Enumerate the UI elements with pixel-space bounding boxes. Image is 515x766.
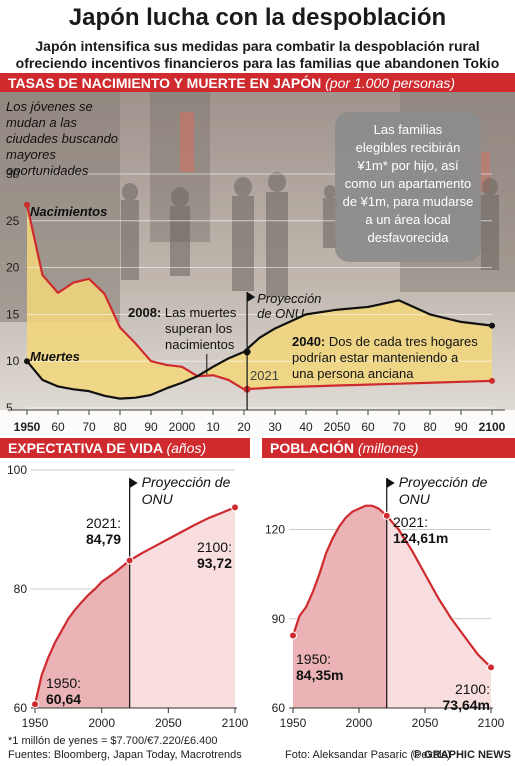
section-unit-life-expectancy: (años) bbox=[166, 440, 207, 456]
projection-area bbox=[129, 507, 235, 708]
x-tick-label: 90 bbox=[454, 420, 468, 434]
x-tick-label: 60 bbox=[361, 420, 375, 434]
life-expectancy-chart: 60 80 100 1950 2000 2050 2100 Proyección de ONU 1… bbox=[7, 463, 249, 730]
historical-area bbox=[35, 560, 130, 708]
x-tick-label: 40 bbox=[299, 420, 313, 434]
photo-credit: Foto: Aleksandar Pasaric (Pexels) bbox=[285, 749, 451, 761]
x-tick-label: 80 bbox=[113, 420, 127, 434]
end-value-label: 2100: 93,72 bbox=[197, 539, 232, 571]
projection-marker-flag bbox=[129, 478, 138, 488]
section-unit-birth-death: (por 1.000 personas) bbox=[325, 75, 456, 91]
y-tick-label: 15 bbox=[6, 307, 20, 321]
section-unit-population: (millones) bbox=[357, 440, 419, 456]
y-tick-label: 20 bbox=[6, 261, 20, 275]
deaths-start-point bbox=[24, 358, 30, 365]
sources: Fuentes: Bloomberg, Japan Today, Macrotr… bbox=[8, 749, 242, 761]
end-value-label: 2100: 73,64m bbox=[443, 681, 490, 713]
y-tick-label: 100 bbox=[7, 463, 27, 477]
section-title-population: POBLACIÓN bbox=[270, 440, 354, 456]
x-tick-label: 2100 bbox=[222, 716, 249, 730]
x-tick-label: 2050 bbox=[324, 420, 351, 434]
x-tick-label: 2100 bbox=[478, 716, 505, 730]
subtitle-line-1: Japón intensifica sus medidas para comba… bbox=[35, 38, 480, 54]
x-tick-label: 2000 bbox=[88, 716, 115, 730]
annotation-2008: 2008: Las muertes superan los nacimientos bbox=[128, 305, 237, 352]
projection-area bbox=[386, 515, 491, 708]
year-2021-label: 2021 bbox=[250, 368, 279, 383]
section-bar-life-expectancy: EXPECTATIVA DE VIDA (años) bbox=[0, 438, 250, 458]
footnote: *1 millón de yenes = $7.700/€7.220/£6.40… bbox=[8, 735, 218, 747]
projection-marker-flag bbox=[386, 478, 395, 488]
section-bar-birth-death: TASAS DE NACIMIENTO Y MUERTE EN JAPÓN (p… bbox=[0, 73, 515, 93]
x-tick-label: 80 bbox=[423, 420, 437, 434]
y-tick-label: 5 bbox=[6, 401, 13, 415]
x-axis-band bbox=[0, 410, 515, 438]
death-surplus-area bbox=[27, 204, 492, 399]
population-chart: 60 90 120 1950 2000 2050 2100 Proyección de ONU 1… bbox=[265, 474, 505, 730]
page-subtitle: Japón intensifica sus medidas para comba… bbox=[0, 38, 515, 72]
births-series-label: Nacimientos bbox=[30, 204, 107, 219]
start-value-label: 1950: 60,64 bbox=[46, 675, 81, 707]
x-tick-label: 1950 bbox=[280, 716, 307, 730]
x-tick-label: 70 bbox=[392, 420, 406, 434]
x-tick-label: 2000 bbox=[169, 420, 196, 434]
projection-label: Proyección de ONU bbox=[399, 474, 488, 507]
y-tick-label: 10 bbox=[6, 354, 20, 368]
families-box bbox=[335, 112, 481, 262]
y-tick-label: 60 bbox=[272, 701, 286, 715]
projection-value-label: 2021: 124,61m bbox=[393, 514, 448, 546]
families-box-text: Las familias elegibles recibirán ¥1m* por … bbox=[343, 122, 474, 245]
x-tick-label: 70 bbox=[82, 420, 96, 434]
y-tick-label: 90 bbox=[272, 612, 286, 626]
birth-death-chart: 5 10 15 20 25 30 1950 60 70 80 90 2000 10 20 30 40 2050 6… bbox=[0, 92, 515, 438]
y-tick-label: 120 bbox=[265, 523, 285, 537]
x-tick-label: 20 bbox=[237, 420, 251, 434]
births-projection-line bbox=[243, 379, 493, 391]
annotation-young-people: Los jóvenes se mudan a las ciudades buscan… bbox=[6, 99, 118, 178]
start-point bbox=[31, 700, 39, 709]
deaths-projection-line bbox=[243, 299, 493, 353]
historical-area bbox=[293, 505, 387, 708]
y-tick-label: 30 bbox=[6, 167, 20, 181]
births-line bbox=[25, 204, 245, 391]
x-tick-label: 10 bbox=[206, 420, 220, 434]
deaths-end-point bbox=[489, 322, 495, 329]
y-tick-label: 25 bbox=[6, 214, 20, 228]
projection-value-label: 2021: 84,79 bbox=[86, 515, 121, 547]
x-tick-label: 2100 bbox=[479, 420, 506, 434]
x-tick-label: 30 bbox=[268, 420, 282, 434]
series-line bbox=[291, 504, 492, 669]
births-start-point bbox=[24, 201, 30, 208]
section-bar-population: POBLACIÓN (millones) bbox=[262, 438, 515, 458]
projection-label: Proyección de ONU bbox=[257, 291, 321, 321]
projection-point bbox=[125, 556, 134, 565]
end-point bbox=[231, 503, 239, 512]
x-tick-label: 2050 bbox=[155, 716, 182, 730]
subtitle-line-2: ofreciendo incentivos financieros para l… bbox=[15, 55, 500, 71]
end-point bbox=[487, 663, 495, 672]
page-title: Japón lucha con la despoblación bbox=[68, 4, 447, 31]
x-tick-label: 2050 bbox=[412, 716, 439, 730]
series-line bbox=[33, 506, 236, 705]
x-tick-label: 60 bbox=[51, 420, 65, 434]
births-end-point bbox=[489, 377, 495, 384]
projection-point bbox=[382, 511, 391, 520]
x-tick-label: 2000 bbox=[346, 716, 373, 730]
deaths-series-label: Muertes bbox=[30, 349, 80, 364]
start-value-label: 1950: 84,35m bbox=[296, 651, 343, 683]
x-tick-label: 90 bbox=[144, 420, 158, 434]
deaths-line bbox=[26, 350, 245, 400]
brand: © GRAPHIC NEWS bbox=[413, 749, 511, 761]
projection-label: Proyección de ONU bbox=[142, 474, 231, 507]
x-tick-label: 1950 bbox=[22, 716, 49, 730]
projection-marker-flag bbox=[247, 292, 256, 302]
section-title-birth-death: TASAS DE NACIMIENTO Y MUERTE EN JAPÓN bbox=[8, 75, 322, 91]
y-tick-label: 80 bbox=[14, 582, 28, 596]
section-title-life-expectancy: EXPECTATIVA DE VIDA bbox=[8, 440, 163, 456]
y-tick-label: 60 bbox=[14, 701, 28, 715]
start-point bbox=[289, 631, 297, 640]
x-tick-label: 1950 bbox=[14, 420, 41, 434]
annotation-2040: 2040: Dos de cada tres hogares podrían es… bbox=[292, 334, 478, 381]
